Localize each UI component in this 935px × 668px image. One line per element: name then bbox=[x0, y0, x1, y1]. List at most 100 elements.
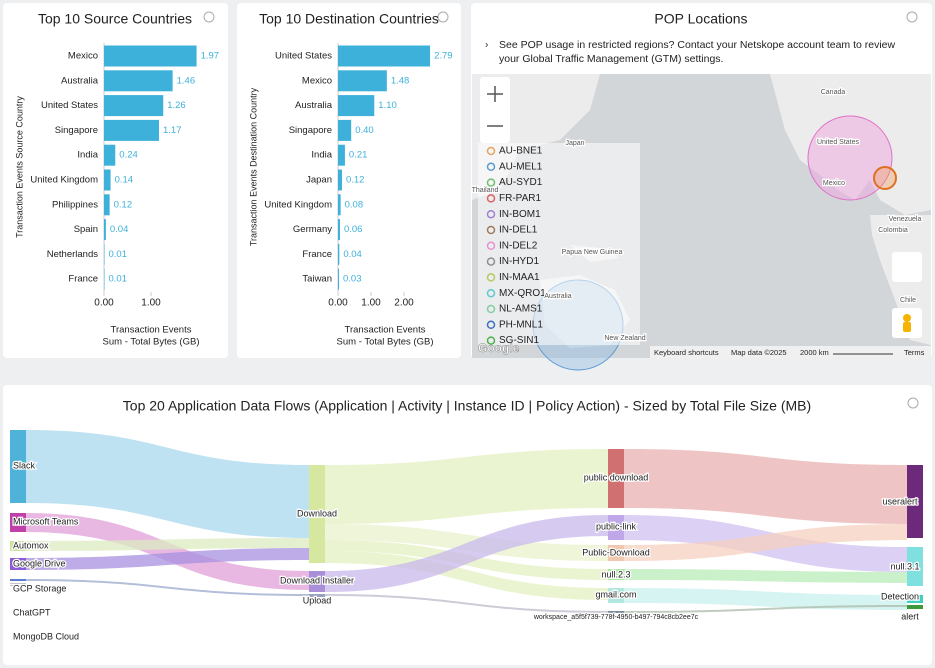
bar bbox=[338, 243, 340, 265]
y-tick-label: United States bbox=[275, 51, 332, 62]
place-label: Venezuela bbox=[889, 216, 922, 223]
legend-swatch bbox=[486, 162, 496, 172]
flow bbox=[25, 548, 309, 570]
data-label: 0.06 bbox=[344, 224, 363, 235]
node-label: Detection bbox=[881, 591, 919, 601]
y-axis-label: Transaction Events Destination Country bbox=[248, 87, 258, 246]
panel bbox=[3, 3, 228, 358]
node-label: Upload bbox=[303, 595, 332, 605]
map-footer bbox=[650, 346, 931, 358]
bar bbox=[104, 169, 111, 191]
data-label: 0.12 bbox=[114, 199, 133, 210]
sankey-node bbox=[608, 569, 624, 580]
data-label: 0.21 bbox=[349, 150, 368, 161]
sankey-node bbox=[309, 594, 325, 597]
map-footer-text: Keyboard shortcuts bbox=[654, 348, 719, 357]
data-label: 1.17 bbox=[163, 125, 182, 136]
bar bbox=[338, 119, 352, 141]
map-brand: Google bbox=[478, 341, 520, 355]
sankey-node bbox=[608, 449, 624, 508]
bar bbox=[338, 194, 341, 216]
flow bbox=[325, 551, 608, 600]
sankey-node bbox=[10, 430, 26, 503]
node-label: useralert bbox=[882, 496, 918, 506]
map-footer-text: Map data ©2025 bbox=[731, 348, 787, 357]
y-tick-label: United Kingdom bbox=[30, 175, 98, 186]
x-tick-label: 0.00 bbox=[94, 298, 114, 309]
y-tick-label: Germany bbox=[293, 224, 332, 235]
node-label: Public-Download bbox=[582, 547, 650, 557]
bar bbox=[104, 45, 197, 67]
legend-label: IN-HYD1 bbox=[499, 256, 539, 267]
sankey-node bbox=[10, 513, 26, 532]
pop-circle bbox=[873, 166, 897, 190]
y-axis-label: Transaction Events Source Country bbox=[14, 96, 24, 238]
data-label: 2.79 bbox=[434, 51, 453, 62]
legend-swatch bbox=[486, 288, 496, 298]
bar bbox=[104, 119, 159, 141]
legend-swatch bbox=[486, 194, 496, 203]
node-label: Download bbox=[297, 508, 337, 518]
pan-control[interactable] bbox=[892, 252, 922, 282]
data-label: 0.03 bbox=[343, 274, 362, 285]
bar bbox=[338, 219, 340, 241]
x-tick-label: 1.00 bbox=[361, 298, 381, 309]
legend-label: IN-DEL2 bbox=[499, 240, 538, 251]
panel bbox=[237, 3, 461, 358]
node-label: gmail.com bbox=[595, 589, 636, 599]
node-label: public-link bbox=[596, 521, 637, 531]
bar bbox=[338, 70, 387, 92]
flow bbox=[25, 513, 309, 590]
legend-swatch bbox=[486, 209, 496, 219]
flow bbox=[25, 430, 309, 538]
chart-title: Top 10 Destination Countries bbox=[259, 11, 439, 27]
legend-swatch bbox=[486, 241, 496, 251]
y-tick-label: Taiwan bbox=[302, 274, 332, 285]
place-label: New Zealand bbox=[604, 335, 645, 342]
legend-label: IN-BOM1 bbox=[499, 209, 541, 220]
flow bbox=[25, 538, 309, 551]
flow bbox=[325, 449, 608, 524]
y-tick-label: India bbox=[311, 150, 332, 161]
map-note: your Global Traffic Management (GTM) set… bbox=[499, 53, 723, 65]
sankey-node bbox=[608, 515, 624, 540]
data-label: 0.01 bbox=[108, 249, 127, 260]
y-tick-label: Mexico bbox=[68, 51, 98, 62]
bar bbox=[104, 70, 173, 92]
node-label: workspace_a5f5f739-778f-4950-b497-794c8c… bbox=[533, 614, 699, 621]
place-label: Chile bbox=[900, 297, 916, 304]
y-tick-label: Netherlands bbox=[47, 249, 98, 260]
node-label: ChatGPT bbox=[13, 607, 51, 617]
map-footer-text: Terms bbox=[904, 348, 925, 357]
legend-label: AU-MEL1 bbox=[499, 161, 543, 172]
flow bbox=[325, 594, 608, 613]
y-tick-label: Australia bbox=[295, 100, 333, 111]
node-label: Automox bbox=[13, 540, 49, 550]
node-label: public download bbox=[584, 472, 649, 482]
legend-label: PH-MNL1 bbox=[499, 319, 543, 330]
bar bbox=[104, 219, 106, 241]
legend-label: SG-SIN1 bbox=[499, 335, 539, 346]
data-label: 1.46 bbox=[177, 75, 196, 86]
data-label: 1.97 bbox=[201, 51, 220, 62]
x-axis-label: Transaction Events bbox=[111, 325, 192, 336]
flow bbox=[25, 579, 309, 596]
sankey-node bbox=[10, 585, 26, 586]
zoom-icons bbox=[487, 86, 503, 127]
sankey-node bbox=[309, 571, 325, 592]
sankey-node bbox=[10, 541, 26, 551]
bar bbox=[338, 169, 342, 191]
data-label: 0.04 bbox=[110, 224, 129, 235]
x-axis-label: Transaction Events bbox=[345, 325, 426, 336]
y-tick-label: Spain bbox=[74, 224, 98, 235]
data-label: 0.01 bbox=[108, 274, 127, 285]
legend-label: IN-MAA1 bbox=[499, 272, 540, 283]
place-label: Canada bbox=[821, 89, 846, 96]
sankey-node bbox=[907, 547, 923, 586]
legend-swatch bbox=[486, 320, 496, 330]
x-axis-label: Sum - Total Bytes (GB) bbox=[337, 337, 434, 348]
map-legend-box bbox=[478, 143, 640, 345]
pegman bbox=[903, 314, 911, 322]
